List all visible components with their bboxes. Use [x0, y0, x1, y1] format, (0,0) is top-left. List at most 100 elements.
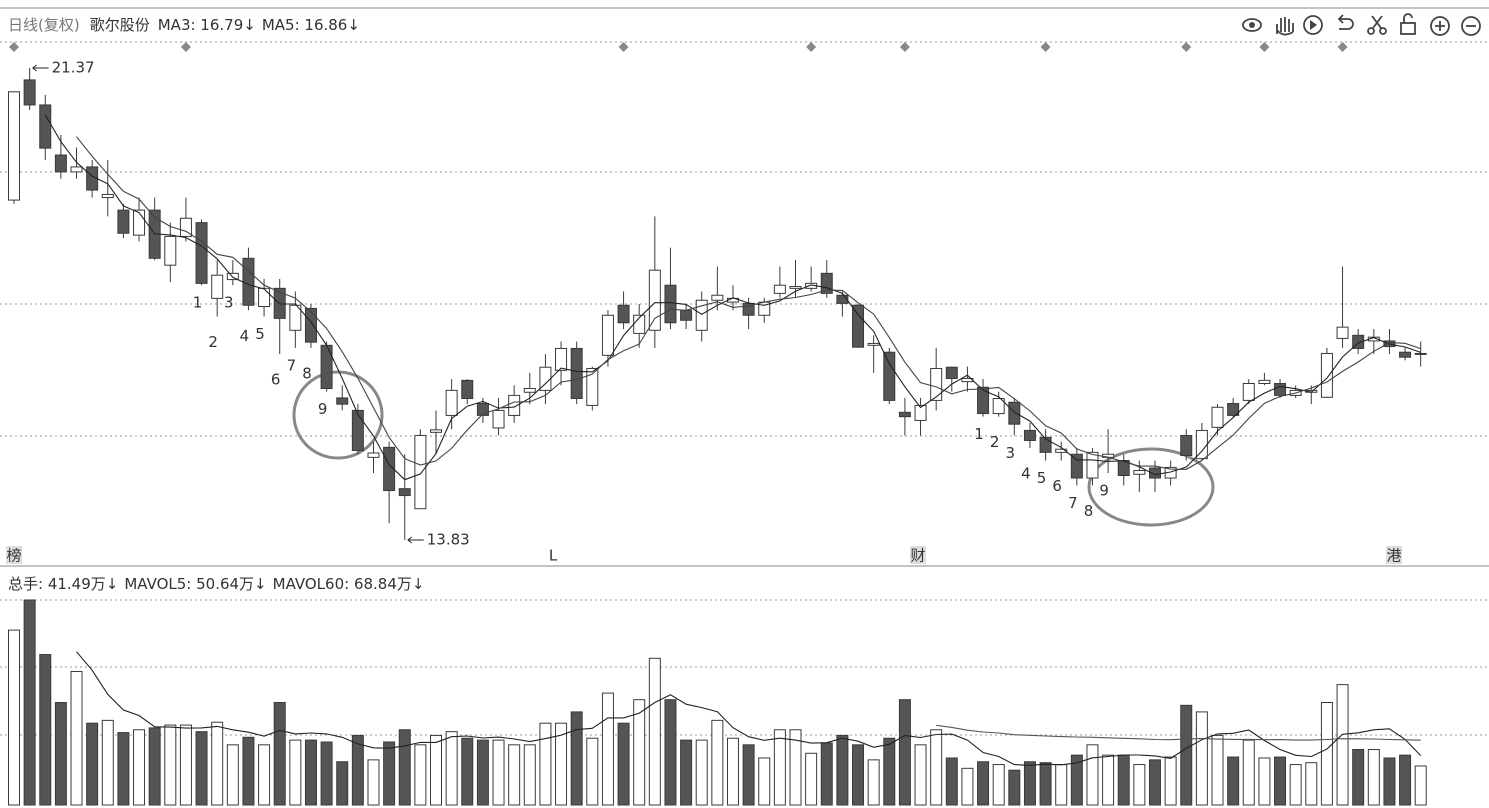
candle-body — [711, 294, 724, 301]
sequence-count: 1 — [193, 294, 203, 312]
event-diamond — [9, 42, 19, 52]
candle-body — [1039, 436, 1052, 453]
sequence-count: 9 — [318, 400, 328, 418]
candle-body — [70, 166, 83, 173]
candle-body — [836, 294, 849, 304]
candle-body — [304, 307, 317, 343]
volume-bar — [1117, 754, 1130, 806]
lock-button[interactable] — [1400, 13, 1416, 35]
candle-body — [695, 299, 708, 331]
volume-bar — [523, 744, 536, 806]
candle-body — [977, 386, 990, 415]
candle-body — [1180, 434, 1193, 456]
ma3-line — [44, 114, 1421, 481]
volume-bar — [1180, 704, 1193, 806]
sequence-count: 8 — [302, 364, 312, 382]
zoom-out-button[interactable] — [1461, 16, 1481, 36]
volume-bar — [617, 722, 630, 806]
play-button[interactable] — [1303, 15, 1323, 35]
sequence-count: 2 — [990, 433, 1000, 451]
period: 日线(复权) — [8, 16, 80, 34]
candle-body — [883, 351, 896, 401]
candle-body — [179, 217, 192, 237]
volume-bar — [1320, 702, 1333, 806]
volume-bar — [820, 742, 833, 806]
candle-body — [680, 309, 693, 321]
volume-bar — [1399, 754, 1412, 806]
candle-body — [867, 342, 880, 346]
volume-bar — [930, 729, 943, 806]
volume-bar — [398, 729, 411, 806]
high-arrow — [32, 64, 49, 72]
event-marker: 港 — [1386, 547, 1401, 565]
sequence-count: 6 — [1052, 477, 1062, 495]
volume-bar — [867, 759, 880, 806]
candle-body — [1414, 352, 1427, 355]
sequence-count: 7 — [287, 356, 297, 374]
candle-body — [1148, 467, 1161, 479]
volume-bar — [304, 739, 317, 806]
mavol5-line — [76, 651, 1422, 766]
volume-bar — [883, 737, 896, 806]
sequence-count: 5 — [1037, 469, 1047, 487]
volume-bar — [383, 741, 396, 806]
candle-body — [789, 285, 802, 289]
candle-body — [914, 404, 927, 421]
candle-body — [226, 272, 239, 281]
undo-button[interactable] — [1337, 14, 1354, 30]
mavol5-value: MAVOL5: 50.64万↓ — [124, 575, 266, 593]
volume-bar — [555, 722, 568, 806]
volume-bar — [336, 761, 349, 806]
candle-body — [351, 409, 364, 451]
volume-bar — [1148, 759, 1161, 806]
candle-body — [555, 347, 568, 371]
hand-button[interactable] — [1276, 17, 1294, 36]
volume-bar — [1086, 744, 1099, 806]
candle-body — [1227, 403, 1240, 416]
cut-button[interactable] — [1367, 15, 1387, 35]
volume-bar — [898, 699, 911, 806]
low-label: 13.83 — [427, 531, 470, 549]
volume-bar — [711, 719, 724, 806]
candle-body — [492, 409, 505, 429]
ma3-value: MA3: 16.79↓ — [158, 16, 256, 34]
volume-bar — [1195, 711, 1208, 806]
volume-bar — [148, 727, 161, 806]
sequence-count: 9 — [1099, 482, 1109, 500]
candle-body — [898, 411, 911, 418]
candle-body — [101, 193, 114, 199]
volume-bar — [1023, 761, 1036, 806]
candle-body — [1352, 334, 1365, 349]
volume-bar — [1227, 756, 1240, 806]
candle-body — [133, 209, 146, 236]
sequence-count: 7 — [1068, 494, 1078, 512]
candle-body — [1211, 406, 1224, 428]
volume-bar — [39, 654, 52, 806]
highlight-circle — [292, 370, 384, 460]
volume-bar — [476, 739, 489, 806]
volume-bar — [680, 739, 693, 806]
candle-body — [336, 397, 349, 405]
volume-bar — [773, 729, 786, 806]
volume-bar — [1211, 734, 1224, 806]
volume-bar — [1164, 756, 1177, 806]
eye-button[interactable] — [1242, 18, 1262, 32]
candle-body — [570, 347, 583, 400]
mavol60-value: MAVOL60: 68.84万↓ — [273, 575, 425, 593]
volume-bar — [539, 722, 552, 806]
candle-body — [242, 257, 255, 306]
zoom-in-button[interactable] — [1430, 16, 1450, 36]
volume-header: 总手: 41.49万↓ MAVOL5: 50.64万↓ MAVOL60: 68.84… — [8, 575, 424, 593]
event-diamond — [1181, 42, 1192, 52]
volume-bar — [508, 744, 521, 806]
ma5-line — [76, 136, 1421, 470]
sequence-count: 2 — [208, 333, 218, 351]
volume-bar — [430, 734, 443, 806]
volume-bar — [1352, 749, 1365, 806]
volume-bar — [133, 729, 146, 806]
candle-body — [195, 222, 208, 284]
stock-name: 歌尔股份 — [90, 16, 150, 34]
event-marker-bg — [910, 546, 926, 564]
